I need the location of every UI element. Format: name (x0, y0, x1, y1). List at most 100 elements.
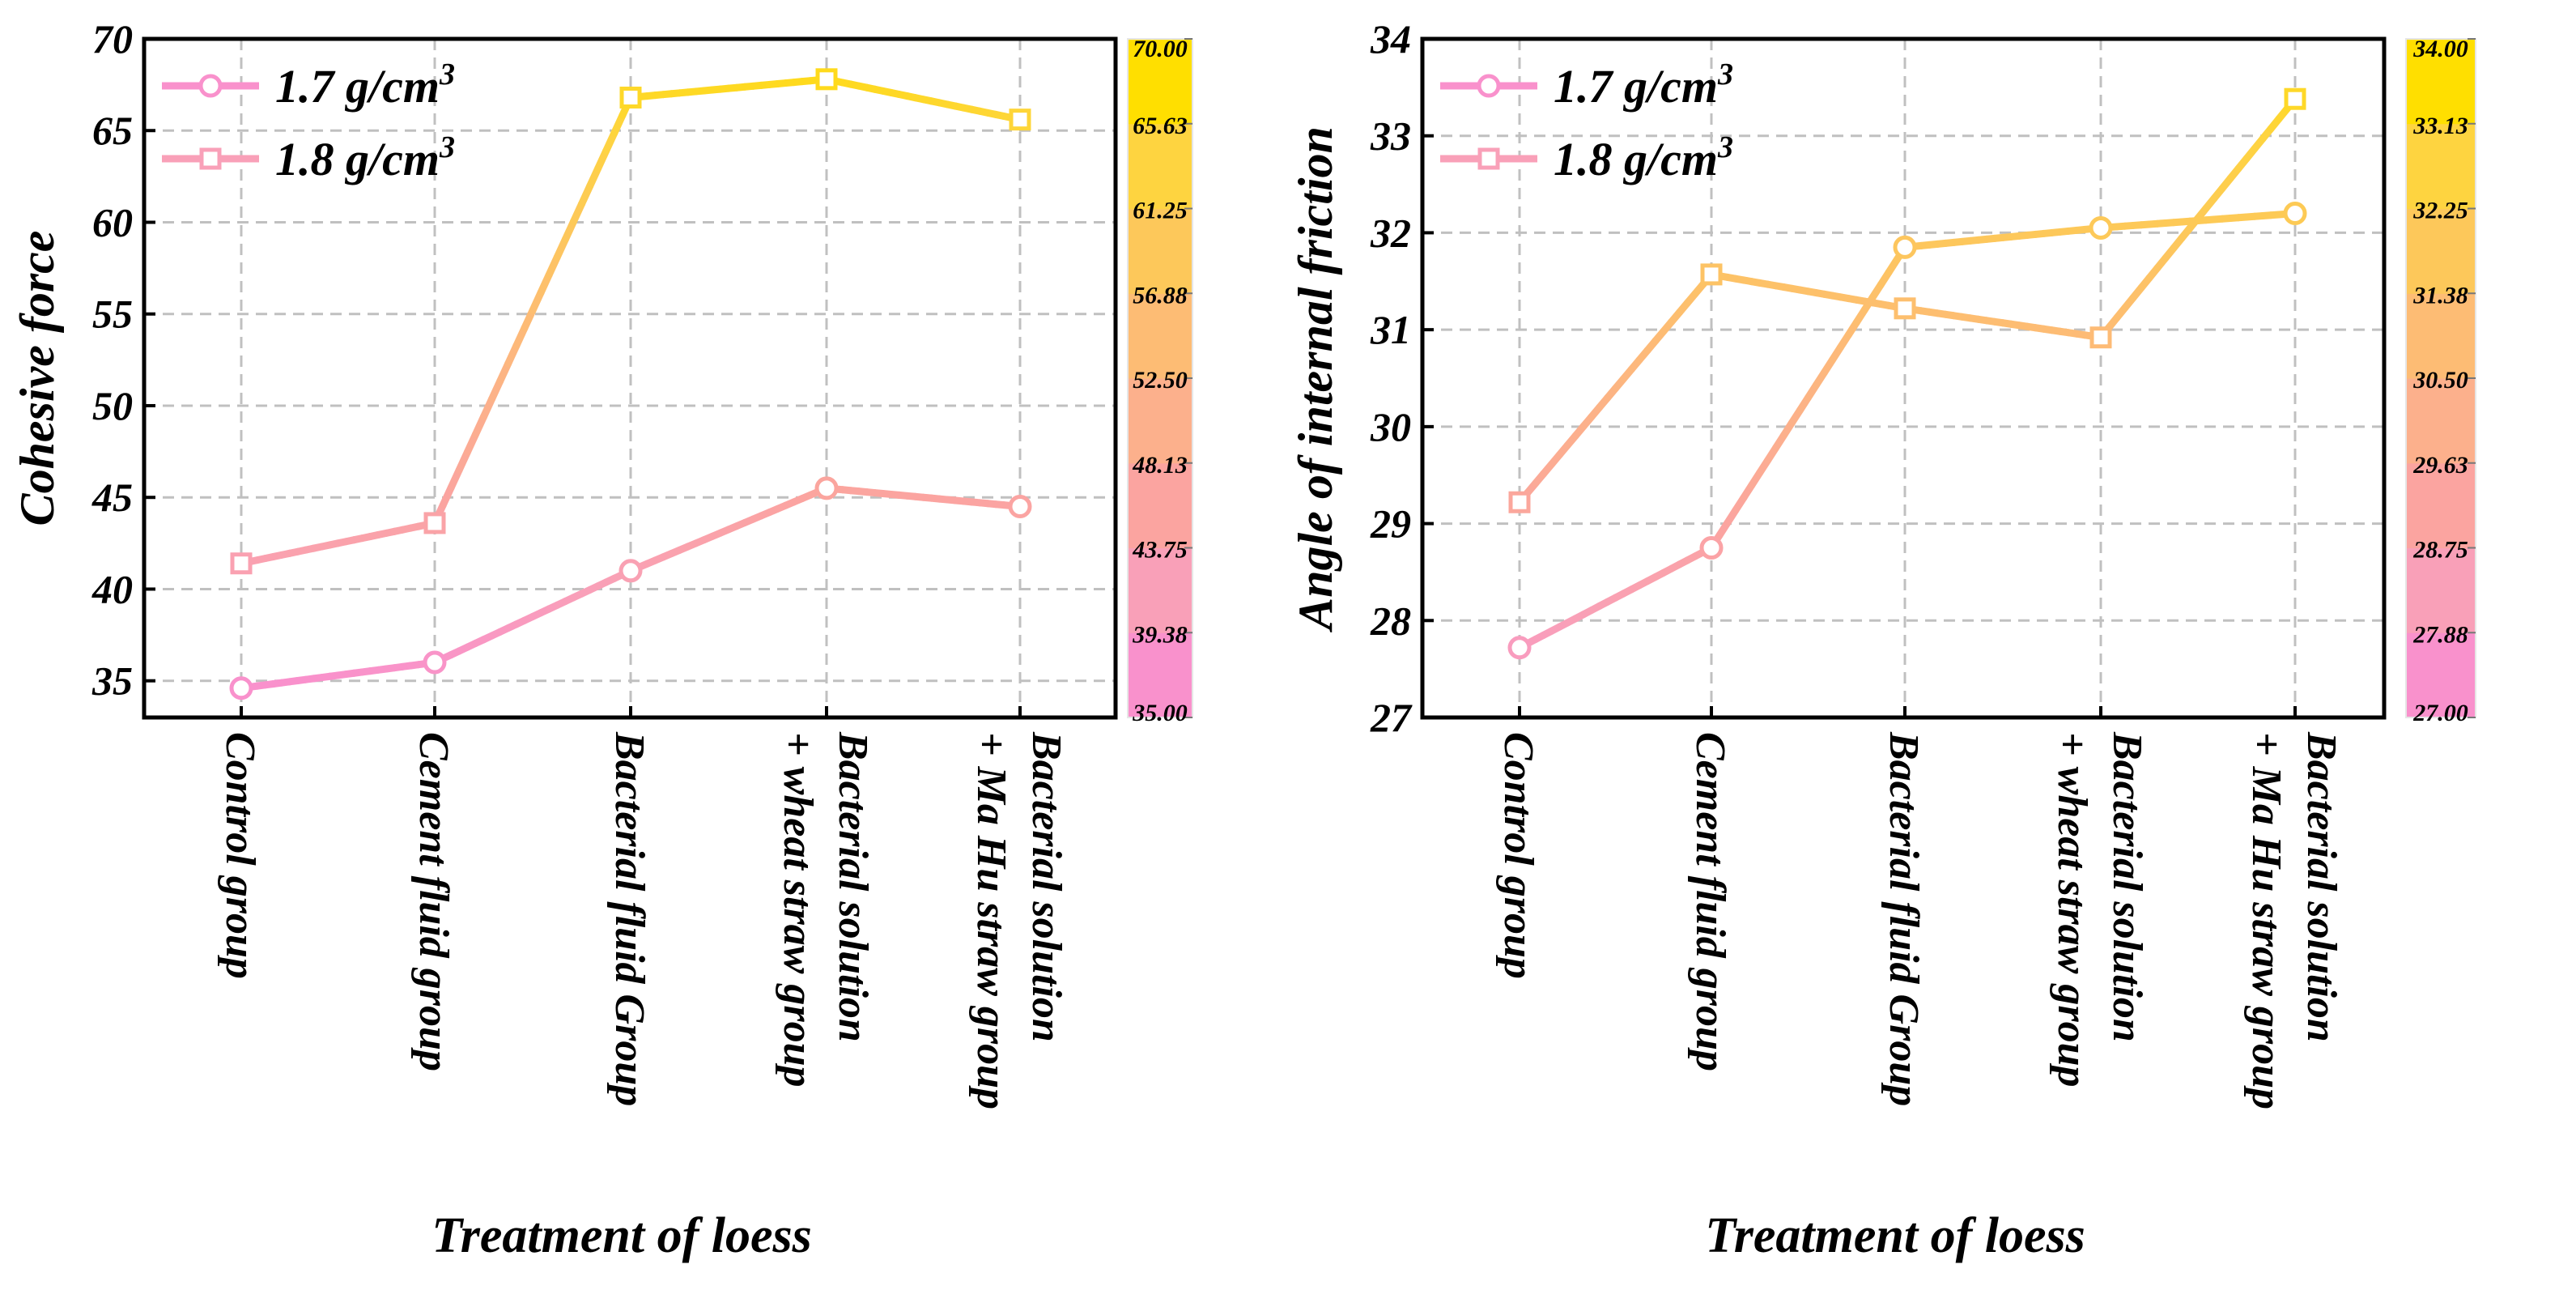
colorbar-tick-label: 32.25 (2412, 198, 2468, 224)
y-tick-label: 35 (91, 658, 133, 704)
colorbar-tick-label: 61.25 (1133, 198, 1188, 224)
data-point-circle (2283, 201, 2307, 225)
y-tick-label: 33 (1370, 113, 1411, 159)
data-point-square (230, 552, 253, 575)
y-tick-label: 31 (1370, 307, 1411, 352)
y-axis-label: Cohesive force (11, 231, 64, 526)
colorbar-segment (2406, 123, 2476, 209)
x-tick-label: Bacterial solution (2298, 731, 2344, 1042)
y-tick-label: 32 (1370, 210, 1411, 255)
x-tick-label: + Ma Hu straw group (968, 732, 1014, 1109)
y-tick-label: 34 (1370, 16, 1411, 62)
x-tick-label: + Ma Hu straw group (2243, 732, 2289, 1109)
data-point-square (423, 512, 446, 534)
y-tick-label: 30 (1370, 404, 1411, 449)
colorbar-tick-label: 56.88 (1133, 282, 1188, 309)
y-tick-label: 29 (1370, 501, 1411, 547)
y-tick-label: 55 (92, 292, 133, 337)
x-tick-label: + wheat straw group (775, 732, 821, 1088)
data-point-circle (1008, 495, 1032, 519)
x-tick-label: Bacterial solution (830, 731, 876, 1042)
data-point-square (2284, 87, 2306, 110)
colorbar-tick-label: 52.50 (1133, 367, 1188, 394)
legend-label: 1.8 g/cm3 (275, 130, 455, 185)
x-tick-label: Control group (217, 732, 263, 979)
chart-panel-2: 27 28 29 30 31 32 33 34 Angle of internal fricti… (1289, 16, 2476, 1263)
colorbar-segment (1128, 293, 1192, 379)
data-point-circle (1507, 636, 1532, 660)
data-point-circle (229, 676, 253, 700)
colorbar-tick-label: 35.00 (1132, 700, 1188, 726)
colorbar-tick-label: 48.13 (1132, 452, 1188, 479)
colorbar-tick-label: 29.63 (2412, 452, 2468, 479)
x-tick-label: Bacterial solution (1023, 731, 1069, 1042)
data-point-circle (1699, 536, 1724, 560)
data-point-circle (423, 650, 447, 675)
colorbar-segment (1128, 632, 1192, 718)
colorbar-tick-label: 39.38 (1132, 621, 1188, 648)
data-point-square (2089, 326, 2112, 349)
legend-marker-circle (198, 74, 223, 98)
x-tick-label: Control group (1495, 732, 1541, 979)
colorbar-segment (2406, 462, 2476, 548)
colorbar-tick-label: 70.00 (1133, 36, 1188, 62)
x-tick-label: Bacterial solution (2104, 731, 2150, 1042)
x-tick-label: Cement fluid group (1687, 732, 1733, 1071)
colorbar-segment (2406, 547, 2476, 633)
colorbar-tick-label: 34.00 (2412, 36, 2468, 62)
colorbar-tick-label: 30.50 (2412, 367, 2468, 394)
colorbar-segment (2406, 378, 2476, 464)
colorbar-tick-label: 28.75 (2412, 537, 2468, 564)
colorbar-segment (1128, 547, 1192, 633)
y-tick-label: 65 (92, 108, 133, 153)
legend-label: 1.7 g/cm3 (275, 57, 455, 113)
x-tick-label: Bacterial fluid Group (1881, 731, 1927, 1106)
x-tick-label: Bacterial fluid Group (606, 731, 653, 1106)
colorbar-segment (2406, 632, 2476, 718)
colorbar-segment (1128, 39, 1192, 125)
data-point-square (1894, 297, 1916, 320)
data-point-square (815, 68, 838, 91)
x-tick-label: + wheat straw group (2049, 732, 2095, 1088)
colorbar-segment (1128, 462, 1192, 548)
legend-label: 1.7 g/cm3 (1554, 57, 1733, 113)
data-point-circle (1893, 235, 1917, 259)
colorbar-segment (2406, 39, 2476, 125)
colorbar-tick-label: 27.88 (2412, 621, 2468, 648)
x-tick-label: Cement fluid group (410, 732, 457, 1071)
colorbar-segment (1128, 208, 1192, 294)
x-axis-label: Treatment of loess (431, 1208, 812, 1263)
data-point-square (1508, 491, 1531, 513)
y-tick-label: 45 (91, 475, 133, 520)
y-tick-label: 60 (92, 199, 133, 245)
data-point-circle (2089, 215, 2113, 240)
colorbar-segment (2406, 293, 2476, 379)
legend-marker-circle (1477, 74, 1501, 98)
y-axis-label: Angle of internal friction (1289, 126, 1342, 633)
chart-panel-1: 35 40 45 50 55 60 65 70 Cohesive force Control gr… (11, 16, 1193, 1263)
colorbar-tick-label: 31.38 (2412, 282, 2468, 309)
data-point-square (1700, 263, 1723, 286)
colorbar-segment (2406, 208, 2476, 294)
y-tick-label: 70 (92, 16, 133, 62)
y-tick-label: 40 (91, 566, 133, 611)
colorbar-segment (1128, 378, 1192, 464)
colorbar-tick-label: 33.13 (2412, 113, 2468, 139)
colorbar-segment (1128, 123, 1192, 209)
data-point-square (1009, 109, 1031, 131)
x-axis-label: Treatment of loess (1705, 1208, 2085, 1263)
data-point-square (619, 86, 642, 109)
y-tick-label: 27 (1370, 695, 1413, 740)
legend-marker-square (1477, 147, 1500, 170)
data-point-circle (618, 559, 643, 583)
y-tick-label: 50 (92, 383, 133, 428)
y-tick-label: 28 (1370, 598, 1411, 643)
data-point-circle (814, 476, 839, 500)
colorbar-tick-label: 65.63 (1133, 113, 1188, 139)
colorbar-tick-label: 27.00 (2412, 700, 2468, 726)
legend-label: 1.8 g/cm3 (1554, 130, 1733, 185)
legend-marker-square (199, 147, 222, 170)
colorbar-tick-label: 43.75 (1132, 537, 1188, 564)
